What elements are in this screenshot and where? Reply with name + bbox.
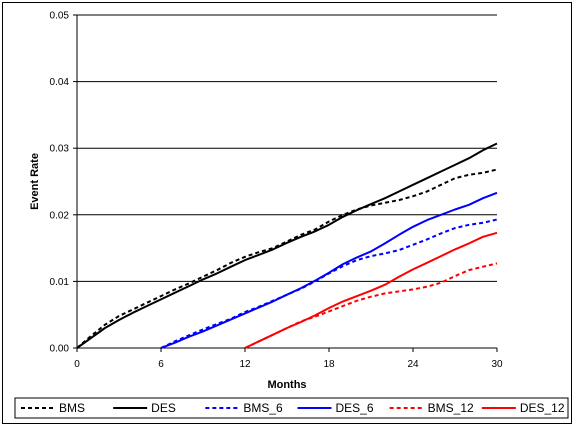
series-line-bms-12	[244, 262, 498, 349]
x-axis-title: Months	[267, 379, 306, 391]
series-line-des-12	[244, 231, 498, 349]
series-lines	[76, 142, 498, 349]
x-tick-label: 24	[407, 359, 419, 370]
x-tick-label: 12	[239, 359, 251, 370]
legend-label: DES_6	[336, 401, 374, 415]
series-line-bms	[76, 168, 498, 349]
legend-label: BMS_12	[428, 401, 474, 415]
y-tick-label: 0.03	[50, 144, 70, 155]
legend-label: DES_12	[520, 401, 565, 415]
gridlines	[77, 14, 497, 282]
axes: 0.00 0.01 0.02 0.03 0.04 0.05 0 6 12 18 24 30	[50, 11, 503, 371]
x-tick-label: 6	[158, 359, 164, 370]
legend-label: BMS_6	[243, 401, 283, 415]
x-tick-label: 0	[74, 359, 80, 370]
legend: BMS DES BMS_6 DES_6 BMS_12 DES_12	[14, 397, 569, 419]
series-line-des	[76, 142, 498, 349]
y-tick-label: 0.04	[50, 77, 70, 88]
x-tick-label: 18	[323, 359, 335, 370]
x-tick-label: 30	[491, 359, 503, 370]
legend-label: BMS	[59, 401, 85, 415]
chart-area	[2, 2, 572, 424]
y-tick-label: 0.05	[50, 11, 70, 22]
series-line-des-6	[160, 191, 498, 349]
y-axis-title: Event Rate	[29, 153, 41, 210]
legend-box	[14, 397, 569, 419]
y-tick-label: 0.00	[50, 344, 70, 355]
y-tick-label: 0.02	[50, 210, 70, 221]
y-tick-label: 0.01	[50, 277, 70, 288]
legend-label: DES	[151, 401, 176, 415]
